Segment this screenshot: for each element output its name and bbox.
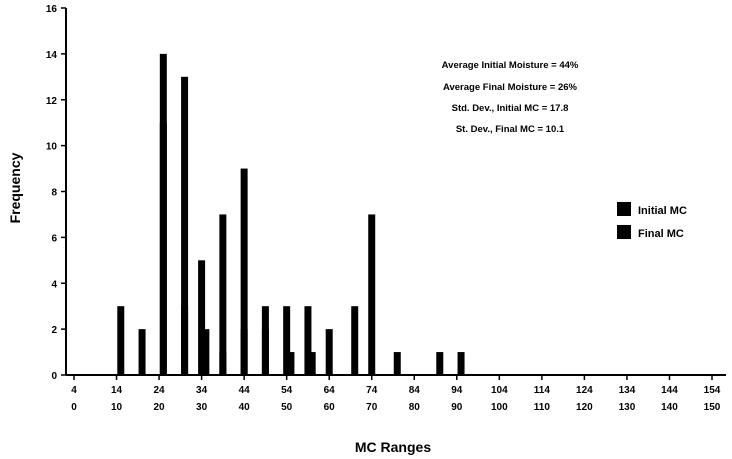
x-tick-label-top: 64 bbox=[324, 385, 336, 396]
bar-initial-mc bbox=[198, 260, 206, 375]
bar-final-mc bbox=[117, 306, 125, 375]
bar-final-mc bbox=[287, 352, 295, 375]
y-axis-ticks: 0 2 4 6 8 10 12 14 16 bbox=[46, 4, 66, 382]
bar-initial-mc bbox=[138, 329, 146, 375]
stat-avg-initial: Average Initial Moisture = 44% bbox=[442, 60, 579, 71]
y-tick-label: 12 bbox=[46, 96, 58, 107]
x-tick-label-top: 14 bbox=[111, 385, 123, 396]
y-tick-label: 0 bbox=[51, 371, 57, 382]
stat-avg-final: Average Final Moisture = 26% bbox=[443, 82, 578, 93]
x-axis-ticks: 4014102420343044405450646074708480949010… bbox=[71, 375, 721, 413]
x-tick-label-bottom: 80 bbox=[409, 402, 421, 413]
bar-final-mc bbox=[393, 352, 401, 375]
x-tick-label-top: 104 bbox=[491, 385, 508, 396]
x-tick-label-top: 94 bbox=[451, 385, 463, 396]
x-tick-label-bottom: 120 bbox=[576, 402, 593, 413]
x-tick-label-top: 74 bbox=[366, 385, 378, 396]
bar-initial-mc bbox=[219, 214, 227, 375]
legend-label-final: Final MC bbox=[638, 228, 684, 240]
y-tick-label: 8 bbox=[51, 188, 57, 199]
x-tick-label-bottom: 110 bbox=[534, 402, 551, 413]
x-tick-label-bottom: 100 bbox=[491, 402, 508, 413]
x-tick-label-bottom: 90 bbox=[451, 402, 463, 413]
x-tick-label-bottom: 50 bbox=[281, 402, 293, 413]
x-axis-title: MC Ranges bbox=[355, 439, 431, 455]
bar-final-mc bbox=[436, 352, 444, 375]
y-tick-label: 6 bbox=[51, 233, 57, 244]
legend-label-initial: Initial MC bbox=[638, 205, 687, 217]
x-tick-label-top: 54 bbox=[281, 385, 293, 396]
bar-initial-mc bbox=[368, 214, 376, 375]
bar-initial-mc bbox=[325, 329, 333, 375]
x-tick-label-top: 24 bbox=[154, 385, 166, 396]
x-tick-label-bottom: 30 bbox=[196, 402, 208, 413]
stat-sd-final: St. Dev., Final MC = 10.1 bbox=[456, 124, 565, 135]
x-tick-label-top: 84 bbox=[409, 385, 421, 396]
x-tick-label-bottom: 130 bbox=[619, 402, 636, 413]
bar-final-mc bbox=[261, 329, 269, 375]
bar-final-mc bbox=[181, 76, 189, 375]
y-tick-label: 16 bbox=[46, 4, 58, 15]
bar-final-mc bbox=[159, 122, 167, 375]
y-axis-title: Frequency bbox=[7, 152, 23, 223]
x-tick-label-bottom: 20 bbox=[154, 402, 166, 413]
x-tick-label-bottom: 70 bbox=[366, 402, 378, 413]
bar-final-mc bbox=[308, 352, 316, 375]
x-tick-label-top: 154 bbox=[704, 385, 721, 396]
x-tick-label-top: 124 bbox=[576, 385, 593, 396]
legend-swatch-initial bbox=[617, 202, 631, 216]
legend-swatch-final bbox=[617, 225, 631, 239]
x-tick-label-top: 114 bbox=[534, 385, 551, 396]
bar-final-mc bbox=[240, 329, 248, 375]
bars-group bbox=[117, 53, 465, 375]
bar-initial-mc bbox=[240, 168, 248, 375]
y-tick-label: 4 bbox=[51, 279, 57, 290]
x-tick-label-top: 4 bbox=[71, 385, 77, 396]
x-tick-label-bottom: 40 bbox=[239, 402, 251, 413]
legend: Initial MC Final MC bbox=[617, 202, 687, 240]
x-tick-label-bottom: 0 bbox=[71, 402, 77, 413]
bar-final-mc bbox=[219, 352, 227, 375]
y-tick-label: 10 bbox=[46, 142, 58, 153]
bar-final-mc bbox=[202, 329, 210, 375]
x-tick-label-top: 134 bbox=[619, 385, 636, 396]
y-tick-label: 14 bbox=[46, 50, 58, 61]
x-tick-label-bottom: 140 bbox=[661, 402, 678, 413]
x-tick-label-bottom: 60 bbox=[324, 402, 336, 413]
x-tick-label-top: 144 bbox=[661, 385, 678, 396]
x-tick-label-top: 44 bbox=[239, 385, 251, 396]
x-tick-label-bottom: 10 bbox=[111, 402, 123, 413]
bar-final-mc bbox=[351, 306, 359, 375]
stat-sd-initial: Std. Dev., Initial MC = 17.8 bbox=[452, 103, 569, 114]
y-tick-label: 2 bbox=[51, 325, 57, 336]
bar-initial-mc bbox=[283, 306, 291, 375]
x-tick-label-top: 34 bbox=[196, 385, 208, 396]
stats-annotation: Average Initial Moisture = 44% Average F… bbox=[442, 60, 579, 135]
bar-initial-mc bbox=[304, 306, 312, 375]
bar-final-mc bbox=[457, 352, 465, 375]
x-tick-label-bottom: 150 bbox=[704, 402, 721, 413]
